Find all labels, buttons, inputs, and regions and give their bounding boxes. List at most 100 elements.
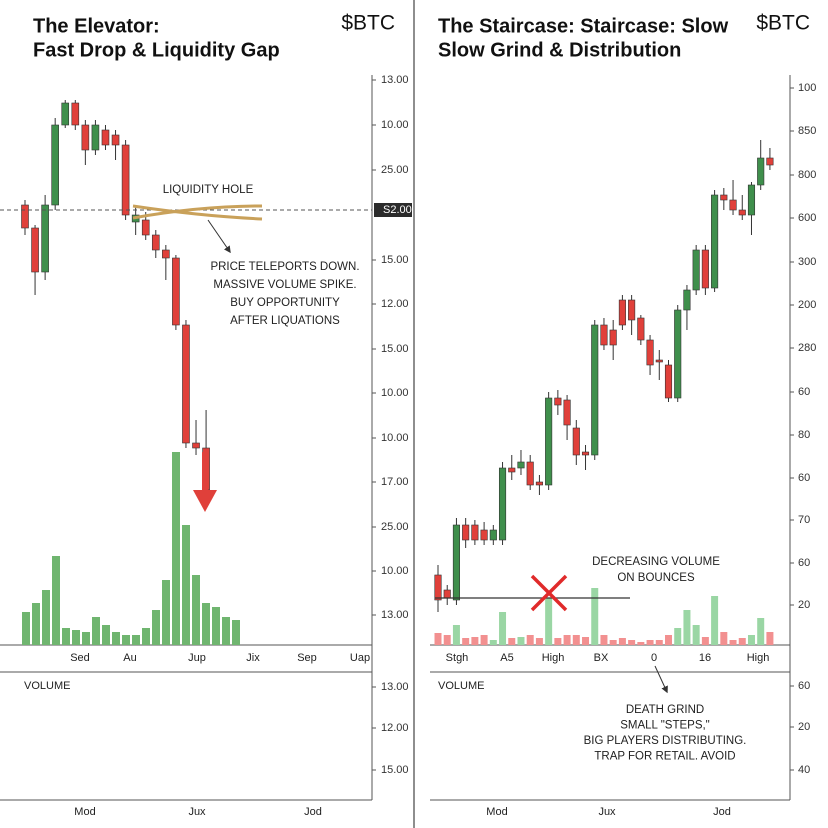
volume-bar: [42, 590, 50, 645]
volume-bar: [32, 603, 40, 645]
y-tick-label: 80: [798, 429, 810, 441]
candle-body: [71, 102, 80, 126]
volume-bar: [132, 635, 140, 645]
y-tick-label: 10.00: [381, 119, 409, 131]
volume-bar: [646, 640, 654, 645]
y-tick-label: 20: [798, 599, 810, 611]
volume-bar: [711, 596, 719, 645]
annotation: MASSIVE VOLUME SPIKE.: [213, 279, 356, 291]
volume-bar: [628, 640, 636, 645]
candle-body: [535, 481, 543, 486]
ticker: $BTC: [341, 12, 395, 35]
y-tick-label: 25.00: [381, 521, 409, 533]
volume-bar: [738, 638, 746, 645]
chart-title: The Elevator:: [33, 15, 160, 37]
candle-body: [655, 359, 663, 363]
volume-bar: [82, 632, 90, 645]
volume-bar: [582, 637, 590, 645]
y-tick-label: 60: [798, 557, 810, 569]
volume-bar: [462, 638, 470, 645]
volume-bar: [600, 635, 608, 645]
y-tick-label: 15.00: [381, 764, 409, 776]
candle-body: [757, 157, 765, 186]
candle-body: [747, 184, 756, 216]
chart-title: Slow Grind & Distribution: [438, 39, 681, 61]
volume-bar: [766, 632, 774, 645]
y-tick-label: 10.00: [381, 565, 409, 577]
candle-body: [766, 157, 774, 166]
candle-body: [646, 339, 654, 366]
y-tick-label: 10.00: [381, 432, 409, 444]
candle-body: [162, 249, 170, 259]
candle-body: [81, 124, 90, 151]
volume-bar: [152, 610, 160, 645]
y-tick-label: 100: [798, 82, 816, 94]
x-tick-label: BX: [594, 652, 609, 664]
annotation: DEATH GRIND: [626, 704, 704, 716]
ticker: $BTC: [756, 12, 810, 35]
price-tag: S2.00: [383, 204, 412, 216]
candle-body: [729, 199, 737, 211]
x-tick-label: Jup: [188, 652, 206, 664]
candle-body: [452, 524, 460, 601]
x-tick-label: 0: [651, 652, 657, 664]
x-tick-label: Jod: [713, 806, 731, 818]
y-tick-label: 70: [798, 514, 810, 526]
candle-body: [443, 589, 451, 599]
y-tick-label: 13.00: [381, 74, 409, 86]
candle-body: [498, 467, 507, 541]
chart-title: Fast Drop & Liquidity Gap: [33, 39, 280, 61]
volume-bar: [471, 637, 479, 645]
candle-body: [664, 364, 673, 399]
candle-body: [554, 397, 562, 406]
candle-body: [674, 309, 682, 399]
volume-bar: [182, 525, 190, 645]
x-tick-label: Jod: [304, 806, 322, 818]
candle-body: [637, 317, 645, 341]
x-tick-label: A5: [500, 652, 513, 664]
candle-body: [618, 299, 626, 326]
candle-body: [692, 249, 700, 291]
candle-body: [591, 324, 599, 456]
volume-bar: [508, 638, 516, 645]
volume-bar: [102, 625, 110, 645]
candle-body: [526, 461, 534, 486]
y-tick-label: 12.00: [381, 722, 409, 734]
y-tick-label: 60: [798, 386, 810, 398]
candle-body: [91, 124, 100, 151]
candle-body: [563, 399, 571, 426]
x-tick-label: Sep: [297, 652, 317, 664]
volume-bar: [720, 632, 728, 645]
volume-bar: [162, 580, 170, 645]
volume-bar: [692, 625, 700, 645]
volume-bar: [747, 635, 755, 645]
annotation: ON BOUNCES: [617, 572, 695, 584]
y-tick-label: 20: [798, 721, 810, 733]
volume-bar: [22, 612, 30, 645]
volume-bar: [535, 638, 543, 645]
y-tick-label: 850: [798, 125, 816, 137]
candle-body: [701, 249, 709, 289]
candle-body: [489, 529, 497, 541]
candle-body: [517, 461, 525, 469]
candle-body: [101, 129, 110, 146]
candle-body: [711, 194, 719, 289]
x-tick-label: Sed: [70, 652, 90, 664]
volume-bar: [122, 635, 130, 645]
volume-bar: [572, 635, 580, 645]
volume-bar: [637, 642, 645, 645]
volume-bar: [701, 637, 709, 645]
gap-cross: [132, 204, 263, 221]
volume-bar: [757, 618, 765, 645]
y-tick-label: 60: [798, 680, 810, 692]
y-tick-label: 40: [798, 764, 810, 776]
candle-body: [434, 574, 442, 601]
y-tick-label: 10.00: [381, 387, 409, 399]
chart-title: The Staircase: Staircase: Slow: [438, 15, 729, 37]
annotation: LIQUIDITY HOLE: [163, 184, 254, 196]
volume-bar: [222, 617, 230, 645]
lower-pane-label: VOLUME: [24, 680, 70, 692]
volume-bar: [452, 625, 460, 645]
candle-body: [192, 442, 200, 449]
y-tick-label: 13.00: [381, 681, 409, 693]
